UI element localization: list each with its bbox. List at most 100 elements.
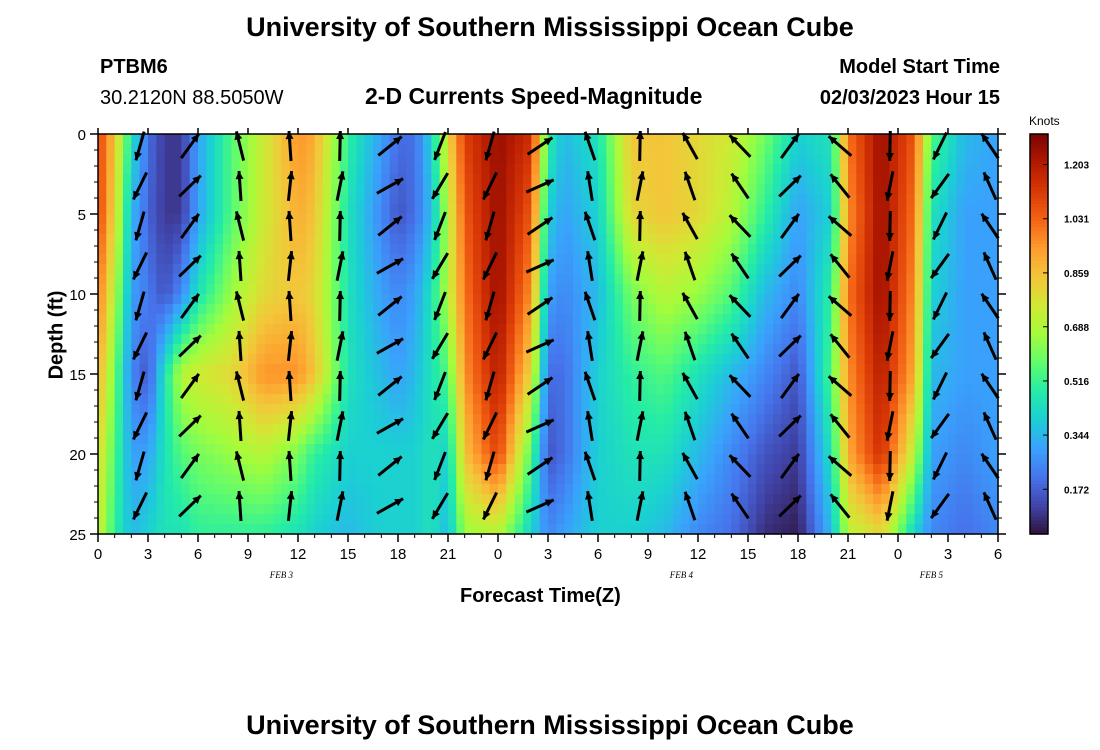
- heatmap-cell: [939, 234, 949, 245]
- heatmap-cell: [764, 404, 774, 415]
- heatmap-cell: [764, 474, 774, 485]
- heatmap-cell: [831, 164, 841, 175]
- heatmap-cell: [556, 174, 566, 185]
- heatmap-cell: [656, 304, 666, 315]
- heatmap-cell: [948, 234, 957, 245]
- heatmap-cell: [481, 304, 491, 315]
- heatmap-cell: [331, 334, 341, 345]
- heatmap-cell: [439, 464, 449, 475]
- heatmap-cell: [906, 314, 916, 325]
- current-arrow-head: [884, 192, 893, 201]
- heatmap-cell: [589, 214, 599, 225]
- heatmap-cell: [373, 454, 382, 465]
- heatmap-cell: [756, 474, 766, 485]
- heatmap-cell: [431, 524, 441, 535]
- heatmap-cell: [689, 414, 699, 425]
- heatmap-cell: [698, 304, 707, 315]
- heatmap-cell: [548, 144, 557, 155]
- heatmap-cell: [848, 384, 857, 395]
- heatmap-cell: [906, 414, 916, 425]
- heatmap-cell: [631, 474, 641, 485]
- heatmap-cell: [689, 524, 699, 535]
- current-arrow: [484, 371, 496, 401]
- current-arrow: [884, 251, 895, 281]
- heatmap-cell: [948, 274, 957, 285]
- heatmap-cell: [939, 434, 949, 445]
- heatmap-cell: [706, 424, 716, 435]
- heatmap-cell: [173, 454, 182, 465]
- heatmap-cell: [756, 524, 766, 535]
- heatmap-cell: [648, 424, 657, 435]
- heatmap-cell: [989, 184, 999, 195]
- heatmap-cell: [573, 364, 582, 375]
- heatmap-cell: [831, 474, 841, 485]
- heatmap-cell: [806, 234, 816, 245]
- heatmap-cell: [281, 284, 291, 295]
- heatmap-cell: [123, 474, 132, 485]
- heatmap-cell: [106, 444, 116, 455]
- heatmap-cell: [989, 264, 999, 275]
- current-arrow-head: [286, 251, 295, 260]
- heatmap-cell: [581, 264, 591, 275]
- heatmap-cell: [798, 244, 807, 255]
- heatmap-cell: [198, 474, 207, 485]
- heatmap-cell: [273, 244, 282, 255]
- heatmap-cell: [706, 334, 716, 345]
- heatmap-cell: [223, 244, 232, 255]
- heatmap-cell: [256, 324, 266, 335]
- heatmap-cell: [773, 384, 782, 395]
- heatmap-cell: [264, 374, 274, 385]
- heatmap-cell: [781, 414, 791, 425]
- heatmap-cell: [848, 464, 857, 475]
- heatmap-cell: [423, 514, 432, 525]
- heatmap-cell: [539, 344, 549, 355]
- current-arrow: [377, 295, 403, 317]
- heatmap-cell: [239, 254, 249, 265]
- heatmap-cell: [464, 384, 474, 395]
- heatmap-cell: [514, 524, 524, 535]
- heatmap-cell: [423, 164, 432, 175]
- heatmap-cell: [464, 134, 474, 145]
- heatmap-cell: [989, 304, 999, 315]
- heatmap-cell: [248, 384, 257, 395]
- heatmap-cell: [348, 254, 357, 265]
- current-arrow-head: [286, 331, 295, 340]
- heatmap-cell: [814, 294, 824, 305]
- heatmap-cell: [798, 414, 807, 425]
- heatmap-cell: [473, 434, 482, 445]
- heatmap-cell: [289, 304, 299, 315]
- heatmap-cell: [848, 304, 857, 315]
- heatmap-cell: [698, 414, 707, 425]
- heatmap-cell: [348, 344, 357, 355]
- heatmap-cell: [373, 214, 382, 225]
- heatmap-cell: [981, 304, 991, 315]
- heatmap-cell: [898, 204, 907, 215]
- heatmap-cell: [573, 454, 582, 465]
- heatmap-cell: [664, 254, 674, 265]
- heatmap-cell: [323, 414, 332, 425]
- heatmap-cell: [939, 364, 949, 375]
- heatmap-cell: [439, 314, 449, 325]
- heatmap-cell: [623, 134, 632, 145]
- heatmap-cell: [206, 234, 216, 245]
- heatmap-cell: [198, 264, 207, 275]
- heatmap-cell: [806, 214, 816, 225]
- heatmap-cell: [873, 334, 882, 345]
- heatmap-cell: [631, 404, 641, 415]
- heatmap-cell: [273, 374, 282, 385]
- heatmap-cell: [923, 324, 932, 335]
- heatmap-cell: [306, 474, 316, 485]
- heatmap-cell: [614, 354, 624, 365]
- heatmap-cell: [273, 164, 282, 175]
- heatmap-cell: [881, 134, 891, 145]
- heatmap-cell: [239, 204, 249, 215]
- heatmap-cell: [98, 144, 107, 155]
- current-arrow: [681, 212, 699, 240]
- heatmap-cell: [406, 234, 416, 245]
- heatmap-cell: [789, 384, 799, 395]
- heatmap-cell: [431, 334, 441, 345]
- heatmap-cell: [164, 184, 174, 195]
- heatmap-cell: [239, 444, 249, 455]
- heatmap-cell: [348, 504, 357, 515]
- heatmap-cell: [798, 134, 807, 145]
